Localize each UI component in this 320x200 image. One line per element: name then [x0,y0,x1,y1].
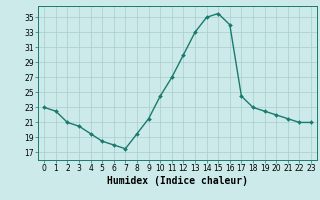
X-axis label: Humidex (Indice chaleur): Humidex (Indice chaleur) [107,176,248,186]
